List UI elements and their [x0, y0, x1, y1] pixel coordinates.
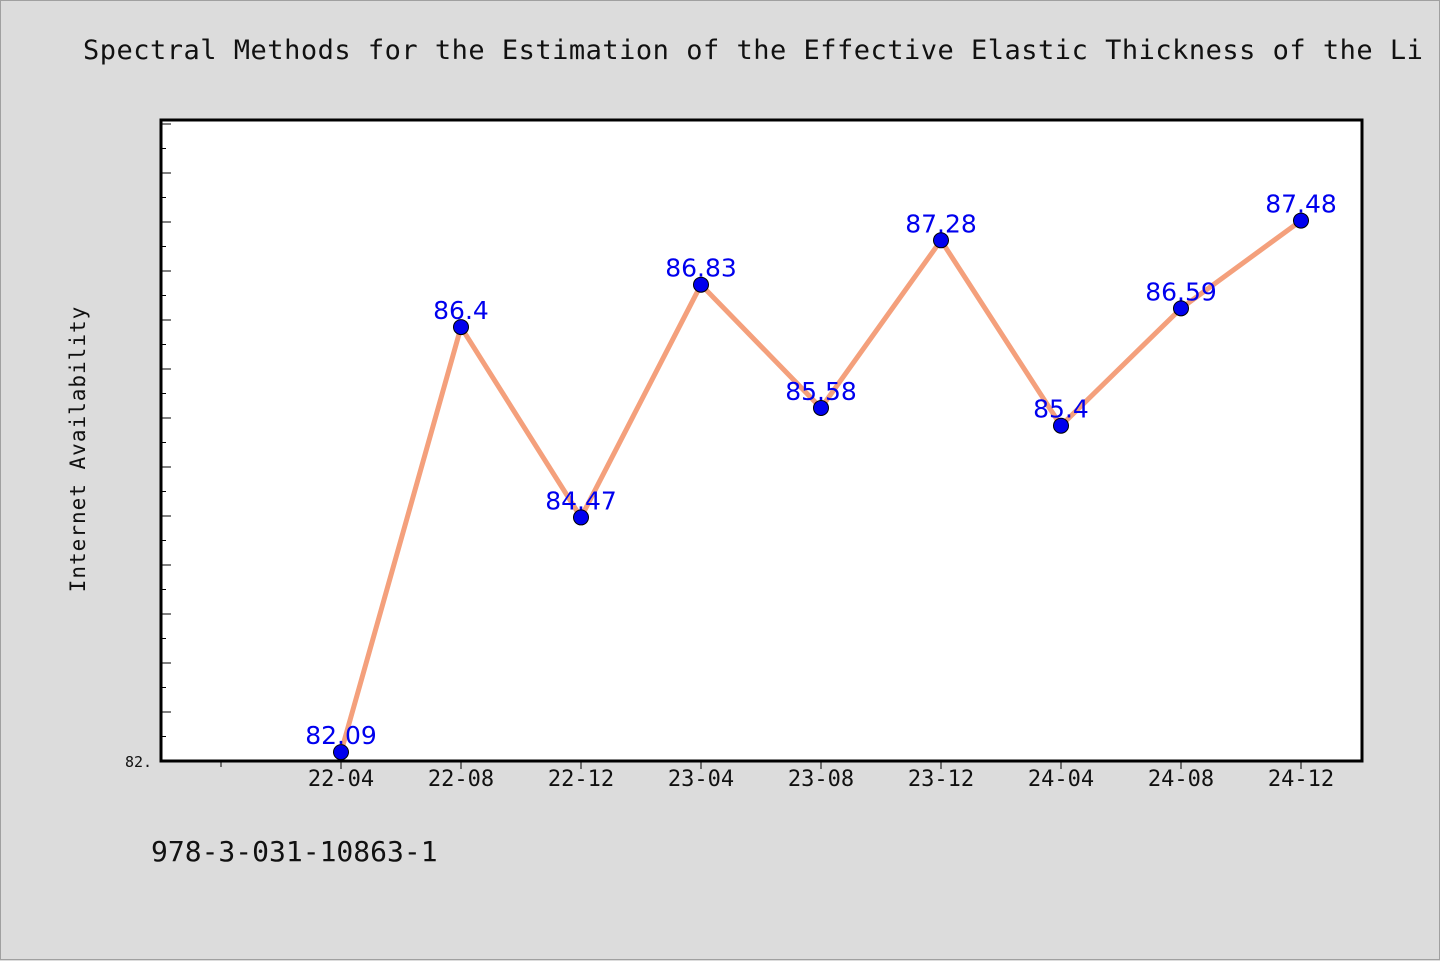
- data-point: [1053, 417, 1069, 434]
- data-label: 86.59: [1145, 277, 1217, 306]
- x-tick-label: 22-12: [548, 767, 614, 792]
- data-point: [813, 399, 829, 416]
- data-point: [933, 232, 949, 249]
- x-tick-label: 23-12: [908, 767, 974, 792]
- data-label: 87.48: [1265, 190, 1337, 219]
- x-tick-label: 23-08: [788, 767, 854, 792]
- data-label: 87.28: [905, 209, 977, 238]
- x-tick-label: 24-08: [1148, 767, 1214, 792]
- x-tick-label: 22-08: [428, 767, 494, 792]
- data-label: 85.58: [785, 377, 857, 406]
- x-tick-label: 23-04: [668, 767, 734, 792]
- x-tick-labels: 22-04 22-08 22-12 23-04 23-08 23-12 24-04 24-08…: [308, 767, 1334, 792]
- footnote-isbn: 978-3-031-10863-1: [151, 835, 438, 868]
- data-point: [1173, 300, 1189, 317]
- chart-title: Spectral Methods for the Estimation of t…: [83, 35, 1424, 66]
- plot-background: [159, 118, 1364, 763]
- data-label: 85.4: [1033, 395, 1089, 424]
- x-tick-label: 22-04: [308, 767, 374, 792]
- data-point: [1293, 212, 1309, 229]
- data-point: [573, 509, 589, 526]
- data-label: 86.83: [665, 254, 737, 283]
- y-tick-label: 82.: [125, 753, 152, 771]
- data-label: 84.47: [545, 486, 617, 515]
- x-tick-label: 24-04: [1028, 767, 1094, 792]
- series-markers: [333, 212, 1309, 761]
- data-point: [693, 276, 709, 293]
- data-point: [333, 744, 349, 761]
- data-label: 82.09: [305, 721, 377, 750]
- data-labels: 82.09 86.4 84.47 86.83 85.58 87.28 85.4 86.59 87…: [305, 190, 1337, 751]
- y-axis-label: Internet Availability: [66, 306, 90, 593]
- data-label: 86.4: [433, 296, 489, 325]
- axis-ticks: [161, 123, 1302, 769]
- data-point: [453, 319, 469, 336]
- x-tick-label: 24-12: [1268, 767, 1334, 792]
